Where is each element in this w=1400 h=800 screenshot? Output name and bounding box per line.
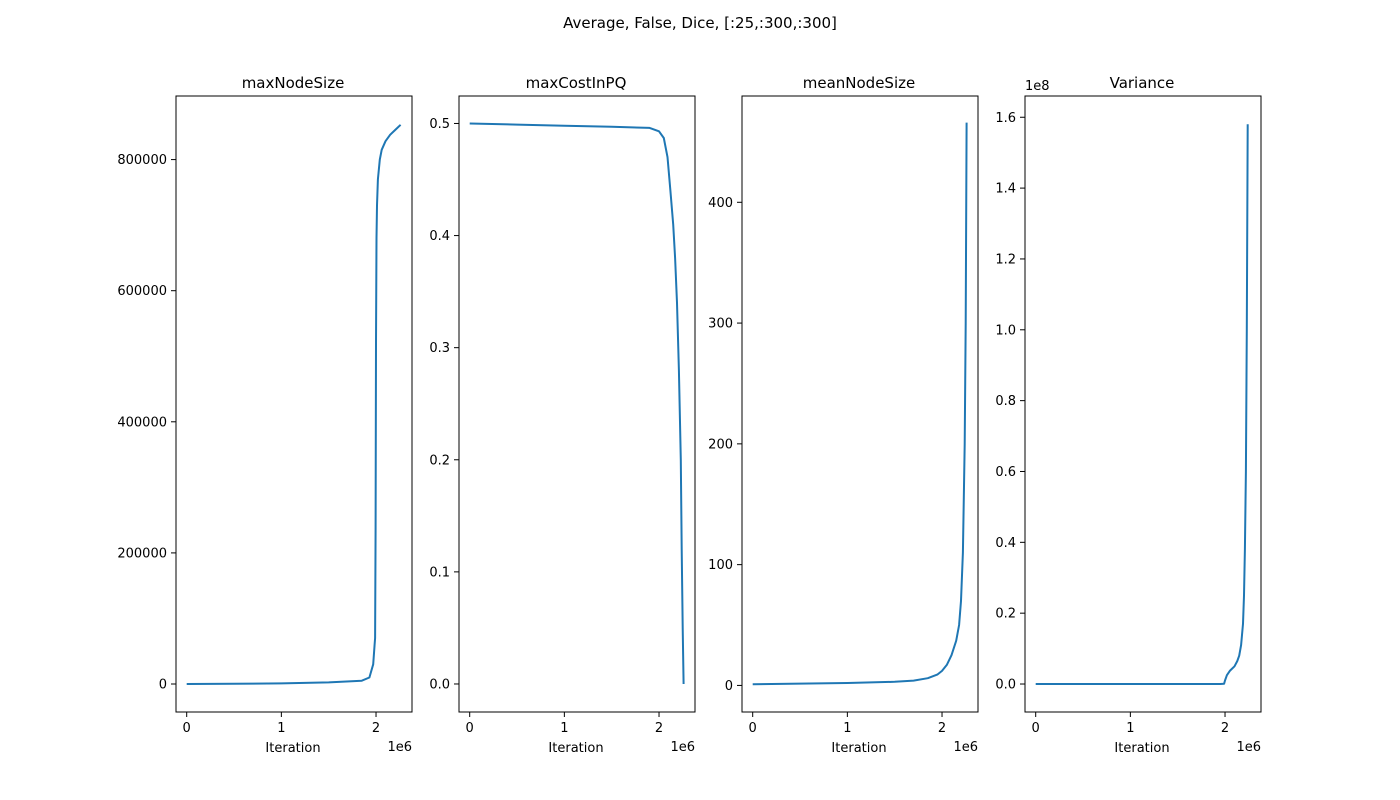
y-tick-label: 0.6 <box>995 465 1016 480</box>
series-line <box>186 124 402 685</box>
y-tick-label: 0.0 <box>429 677 450 692</box>
tick-group: 0 1 2 0 100 200 300 400 <box>708 196 946 736</box>
subplot-title: maxCostInPQ <box>526 74 627 92</box>
y-tick-label: 400000 <box>117 415 167 430</box>
y-tick-label: 600000 <box>117 284 167 299</box>
y-tick-label: 0 <box>725 679 733 694</box>
x-tick-label: 2 <box>938 721 946 736</box>
x-axis-label: Iteration <box>548 741 603 756</box>
x-offset-label: 1e6 <box>1236 740 1261 755</box>
x-axis-label: Iteration <box>831 741 886 756</box>
axes-frame <box>175 95 413 713</box>
y-tick-label: 1.2 <box>995 252 1016 267</box>
subplot-title: Variance <box>1110 74 1175 92</box>
x-tick-label: 0 <box>466 721 474 736</box>
axes-frame <box>741 95 979 713</box>
y-tick-label: 1.0 <box>995 323 1016 338</box>
y-tick-label: 0.8 <box>995 394 1016 409</box>
x-axis-label: Iteration <box>1114 741 1169 756</box>
x-tick-label: 1 <box>560 721 568 736</box>
x-tick-label: 0 <box>749 721 757 736</box>
y-tick-label: 200000 <box>117 546 167 561</box>
y-tick-label: 400 <box>708 196 733 211</box>
y-tick-label: 0.4 <box>995 536 1016 551</box>
tick-group: 0 1 2 0.0 0.2 0.4 0.6 0.8 1.0 1.2 1.4 1.6 <box>995 111 1229 736</box>
subplot-maxnodesize: maxNodeSize 0 1 2 0 200000 400000 600000 800000… <box>117 74 413 756</box>
series-line <box>469 122 685 685</box>
tick-group: 0 1 2 0.0 0.1 0.2 0.3 0.4 0.5 <box>429 117 663 736</box>
tick-group: 0 1 2 0 200000 400000 600000 800000 <box>117 153 380 736</box>
y-tick-label: 200 <box>708 437 733 452</box>
y-tick-label: 800000 <box>117 153 167 168</box>
x-tick-label: 1 <box>1126 721 1134 736</box>
subplot-title: maxNodeSize <box>242 74 345 92</box>
figure-suptitle: Average, False, Dice, [:25,:300,:300] <box>563 14 837 32</box>
x-offset-label: 1e6 <box>670 740 695 755</box>
subplot-title: meanNodeSize <box>803 74 915 92</box>
x-offset-label: 1e6 <box>953 740 978 755</box>
x-tick-label: 2 <box>1221 721 1229 736</box>
y-tick-label: 1.6 <box>995 111 1016 126</box>
x-tick-label: 1 <box>277 721 285 736</box>
x-tick-label: 0 <box>183 721 191 736</box>
y-tick-label: 0.2 <box>995 607 1016 622</box>
y-tick-label: 0.0 <box>995 678 1016 693</box>
y-tick-label: 0.2 <box>429 453 450 468</box>
x-tick-label: 0 <box>1032 721 1040 736</box>
series-line <box>752 122 968 686</box>
y-tick-label: 0.5 <box>429 117 450 132</box>
y-tick-label: 0.3 <box>429 341 450 356</box>
y-tick-label: 0 <box>159 678 167 693</box>
y-offset-label: 1e8 <box>1025 79 1050 94</box>
y-tick-label: 0.4 <box>429 229 450 244</box>
subplot-maxcostinpq: maxCostInPQ 0 1 2 0.0 0.1 0.2 0.3 0.4 0.5 Iterat… <box>429 74 696 756</box>
series-line <box>1035 124 1249 685</box>
x-offset-label: 1e6 <box>387 740 412 755</box>
y-tick-label: 0.1 <box>429 565 450 580</box>
y-tick-label: 100 <box>708 558 733 573</box>
x-tick-label: 1 <box>843 721 851 736</box>
x-axis-label: Iteration <box>265 741 320 756</box>
x-tick-label: 2 <box>655 721 663 736</box>
axes-frame <box>1024 95 1262 713</box>
y-tick-label: 300 <box>708 317 733 332</box>
y-tick-label: 1.4 <box>995 182 1016 197</box>
subplot-variance: Variance 0 1 20.00.20.40.60.81.01.21.41.6 … <box>995 74 1262 756</box>
x-tick-label: 2 <box>372 721 380 736</box>
axes-frame <box>458 95 696 713</box>
